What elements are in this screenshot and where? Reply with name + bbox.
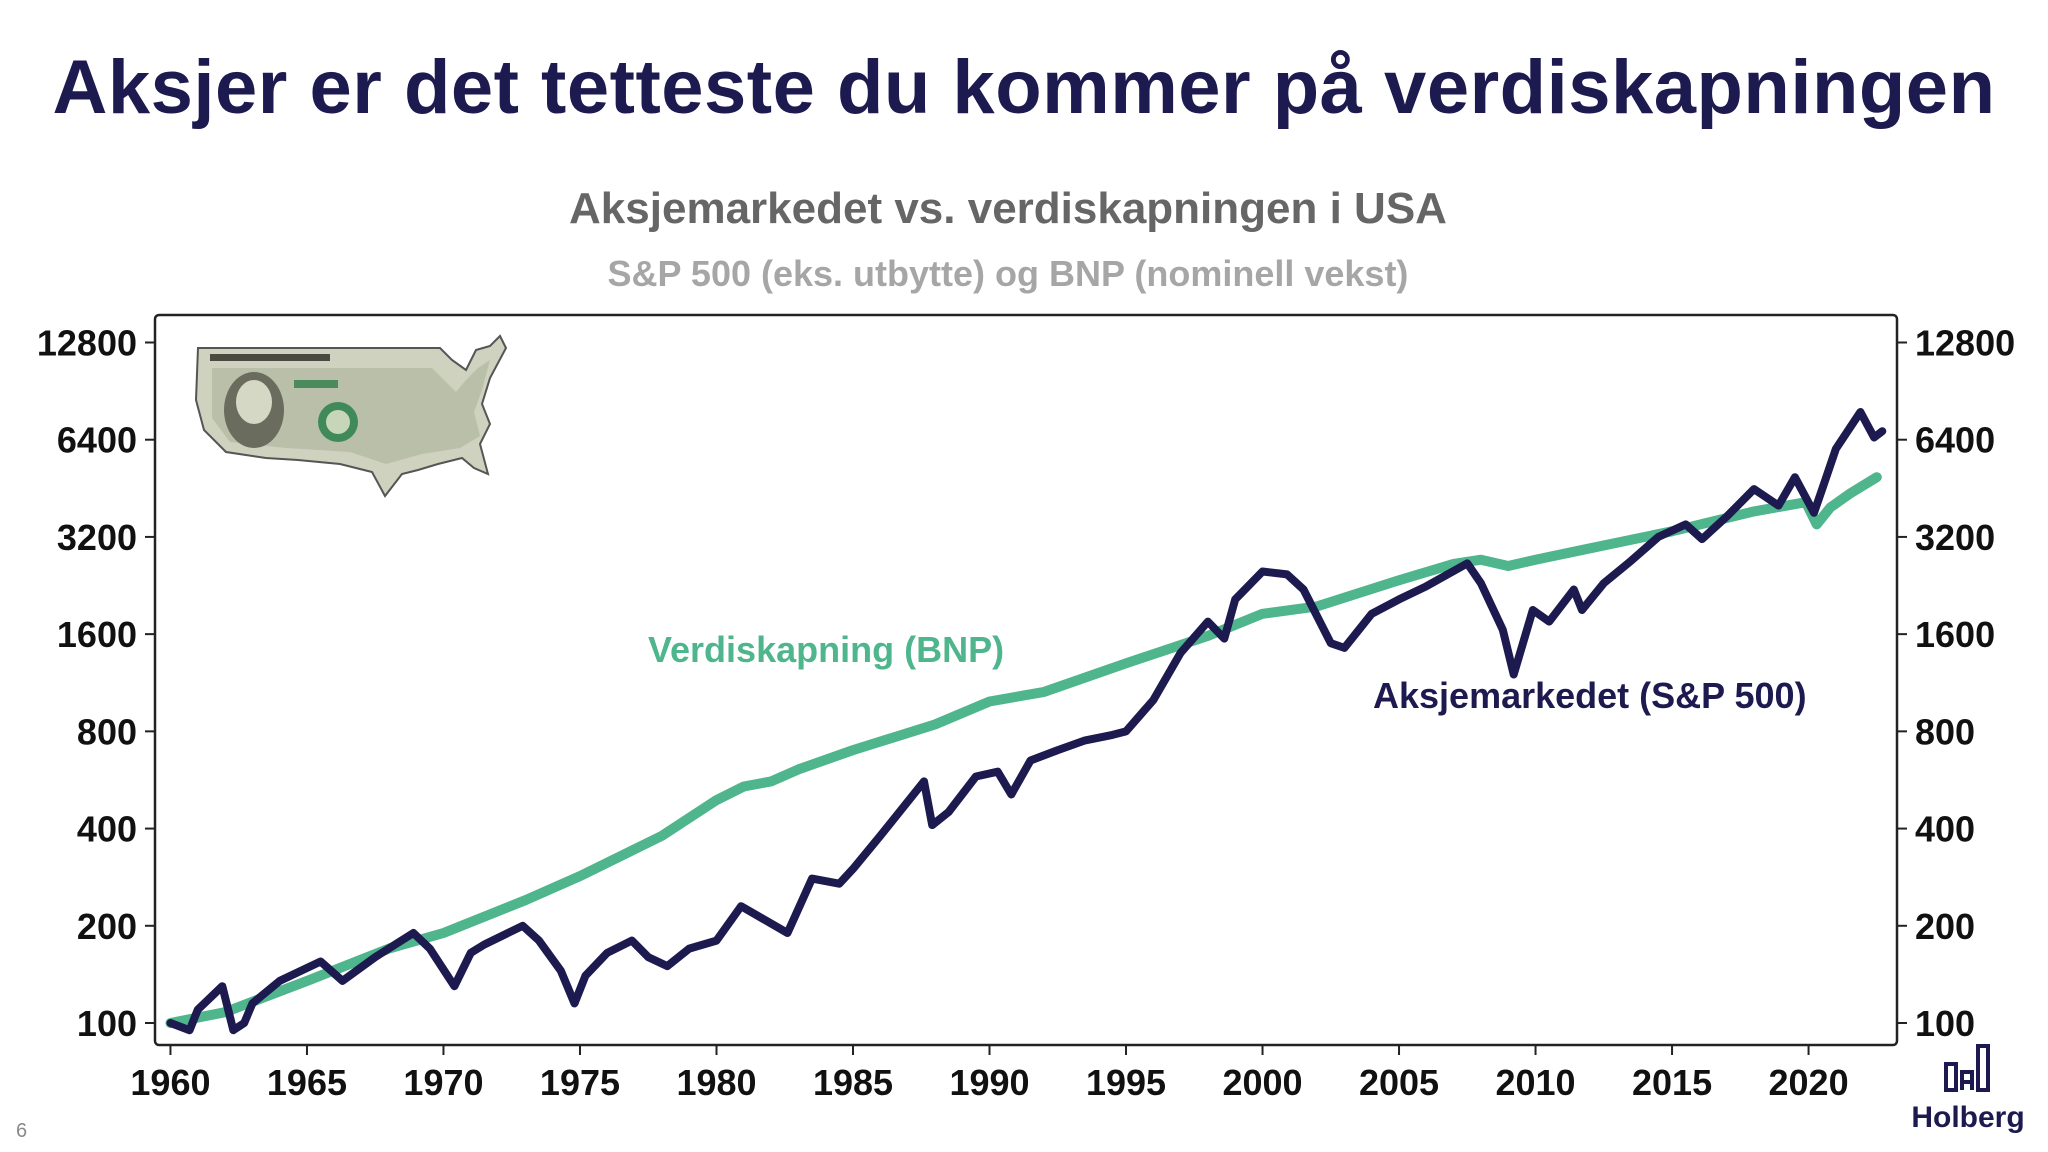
- y-tick-label-left: 12800: [37, 322, 137, 363]
- series-lines: [165, 408, 1887, 1035]
- sp500-series-label: Aksjemarkedet (S&P 500): [1373, 675, 1807, 716]
- axes: 100 100 200 200 400 400 800 800 1600 1600 3200 3200…: [37, 322, 2015, 1103]
- x-tick-label: 1995: [1086, 1062, 1166, 1103]
- x-tick-label: 2000: [1222, 1062, 1302, 1103]
- x-tick-label: 1970: [403, 1062, 483, 1103]
- y-tick-label-right: 100: [1915, 1003, 1975, 1044]
- page-number: 6: [16, 1120, 28, 1142]
- holberg-mark-icon: [1944, 1044, 1990, 1092]
- y-tick-label-left: 3200: [57, 517, 137, 558]
- y-tick-label-left: 200: [77, 906, 137, 947]
- x-tick-label: 2020: [1769, 1062, 1849, 1103]
- holberg-logo: Holberg: [1908, 1042, 2028, 1135]
- x-tick-label: 2010: [1495, 1062, 1575, 1103]
- y-tick-label-right: 1600: [1915, 614, 1995, 655]
- sp500-line: [166, 408, 1887, 1035]
- x-tick-label: 1990: [949, 1062, 1029, 1103]
- x-tick-label: 1960: [130, 1062, 210, 1103]
- brand-name: Holberg: [1911, 1101, 2025, 1134]
- x-tick-label: 1985: [813, 1062, 893, 1103]
- usa-dollar-map-illustration: [194, 334, 508, 498]
- y-tick-label-right: 12800: [1915, 322, 2015, 363]
- gdp-series-label: Verdiskapning (BNP): [648, 629, 1004, 670]
- y-tick-label-right: 200: [1915, 906, 1975, 947]
- x-tick-label: 2005: [1359, 1062, 1439, 1103]
- y-tick-label-left: 6400: [57, 420, 137, 461]
- x-tick-label: 1980: [676, 1062, 756, 1103]
- chart-subtitle: S&P 500 (eks. utbytte) og BNP (nominell …: [608, 253, 1409, 294]
- y-tick-label-left: 800: [77, 711, 137, 752]
- y-tick-label-right: 6400: [1915, 420, 1995, 461]
- y-tick-label-right: 800: [1915, 711, 1975, 752]
- x-tick-label: 1965: [267, 1062, 347, 1103]
- y-tick-label-left: 400: [77, 809, 137, 850]
- y-tick-label-right: 3200: [1915, 517, 1995, 558]
- x-tick-label: 1975: [540, 1062, 620, 1103]
- chart-title: Aksjemarkedet vs. verdiskapningen i USA: [569, 184, 1447, 233]
- y-tick-label-left: 1600: [57, 614, 137, 655]
- slide-title: Aksjer er det tetteste du kommer på verd…: [52, 45, 1996, 130]
- x-tick-label: 2015: [1632, 1062, 1712, 1103]
- y-tick-label-right: 400: [1915, 809, 1975, 850]
- y-tick-label-left: 100: [77, 1003, 137, 1044]
- plot-area-frame: [153, 313, 1899, 1047]
